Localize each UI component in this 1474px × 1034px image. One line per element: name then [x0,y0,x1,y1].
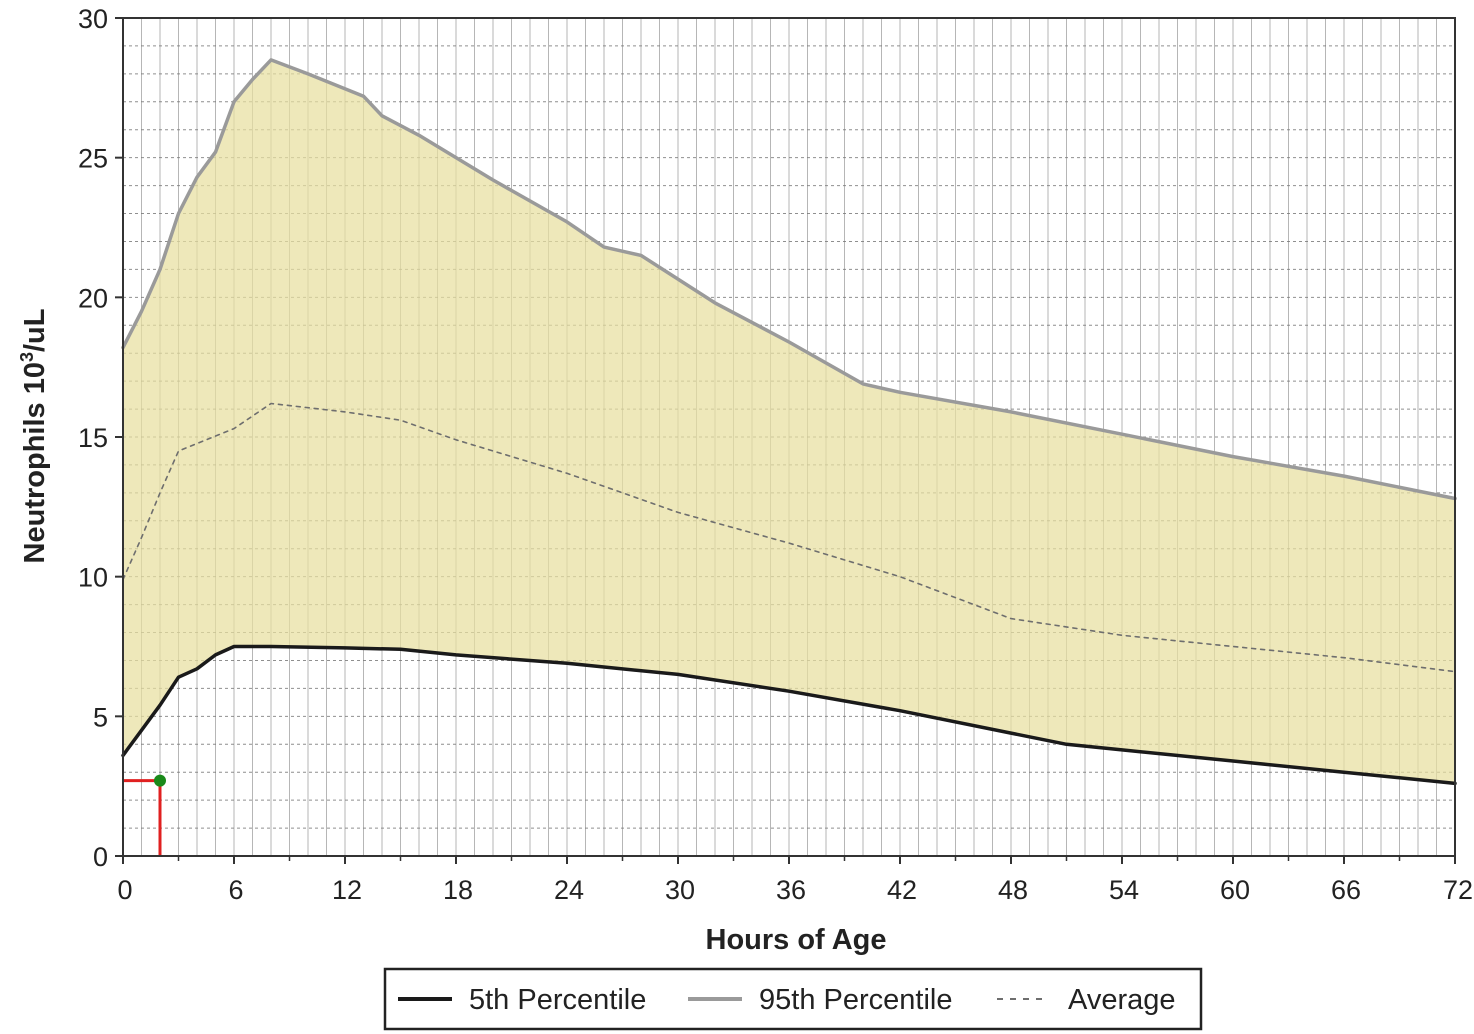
y-axis-title: Neutrophils 103/uL [17,309,51,564]
y-tick-label: 15 [78,423,108,453]
series-5th-percentile [121,644,1457,786]
marker-group [123,774,166,856]
legend-label-5th: 5th Percentile [469,984,646,1016]
marker-point [154,774,166,787]
y-axis-title-main: Neutrophils 10 [19,362,51,563]
x-axis-title: Hours of Age [706,924,887,956]
y-tick-label: 5 [93,702,108,732]
percentile-band [123,59,1455,784]
legend-label-95th: 95th Percentile [759,984,952,1016]
x-tick-label: 30 [665,875,695,905]
series-lines [121,58,1457,786]
x-tick-label: 42 [887,875,917,905]
x-tick-label: 60 [1220,875,1250,905]
legend-label-average: Average [1068,984,1176,1016]
y-tick-label: 0 [93,842,108,872]
series-95th-percentile [121,58,1457,501]
x-tick-label: 54 [1109,875,1139,905]
x-tick-label: 6 [228,875,243,905]
percentile-band-fill [123,59,1455,784]
x-tick-label: 24 [554,875,584,905]
y-axis-title-tail: /uL [19,309,51,353]
y-tick-label: 30 [78,4,108,34]
x-tick-label: 0 [117,875,132,905]
legend-box [383,967,1203,1031]
x-tick-label: 66 [1331,875,1361,905]
x-tick-label: 48 [998,875,1028,905]
x-tick-label: 12 [332,875,362,905]
legend: 5th Percentile 95th Percentile Average [383,967,1203,1031]
axes: 0 6 12 18 24 30 36 42 48 54 60 66 72 0 5 10 15 20 25 30 [78,4,1473,905]
x-tick-label: 36 [776,875,806,905]
x-tick-label: 72 [1443,875,1473,905]
y-axis-title-sup: 3 [17,352,37,362]
y-tick-label: 10 [78,563,108,593]
y-tick-label: 20 [78,283,108,313]
x-tick-label: 18 [443,875,473,905]
y-tick-label: 25 [78,144,108,174]
